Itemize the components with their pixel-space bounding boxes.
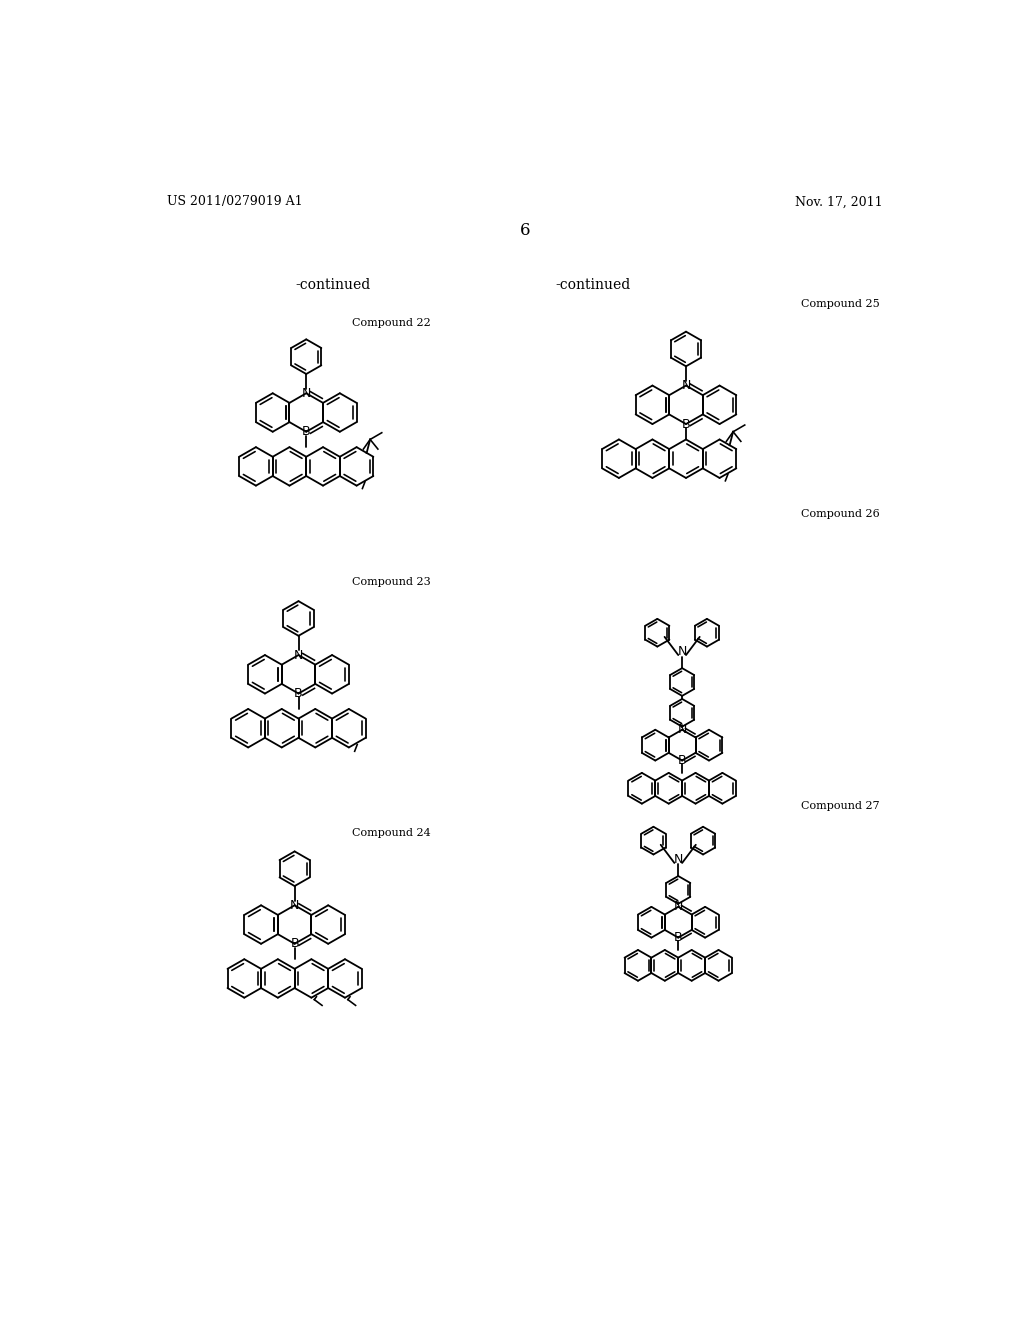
Text: B: B [682,417,690,430]
Text: N: N [678,644,687,657]
Text: N: N [678,723,687,737]
Text: B: B [678,754,686,767]
Text: Compound 22: Compound 22 [351,318,430,327]
Text: N: N [674,853,683,866]
Text: 6: 6 [519,222,530,239]
Text: Compound 26: Compound 26 [801,508,880,519]
Text: Nov. 17, 2011: Nov. 17, 2011 [796,195,883,209]
Text: N: N [301,387,311,400]
Text: N: N [681,379,690,392]
Text: Compound 25: Compound 25 [801,298,880,309]
Text: Compound 27: Compound 27 [801,801,880,812]
Text: Compound 24: Compound 24 [351,829,430,838]
Text: US 2011/0279019 A1: US 2011/0279019 A1 [167,195,302,209]
Text: N: N [674,900,683,913]
Text: -continued: -continued [555,277,631,292]
Text: B: B [294,686,303,700]
Text: N: N [290,899,299,912]
Text: Compound 23: Compound 23 [351,577,430,586]
Text: -continued: -continued [296,277,371,292]
Text: B: B [302,425,310,438]
Text: N: N [294,648,303,661]
Text: B: B [674,931,683,944]
Text: B: B [291,937,299,950]
